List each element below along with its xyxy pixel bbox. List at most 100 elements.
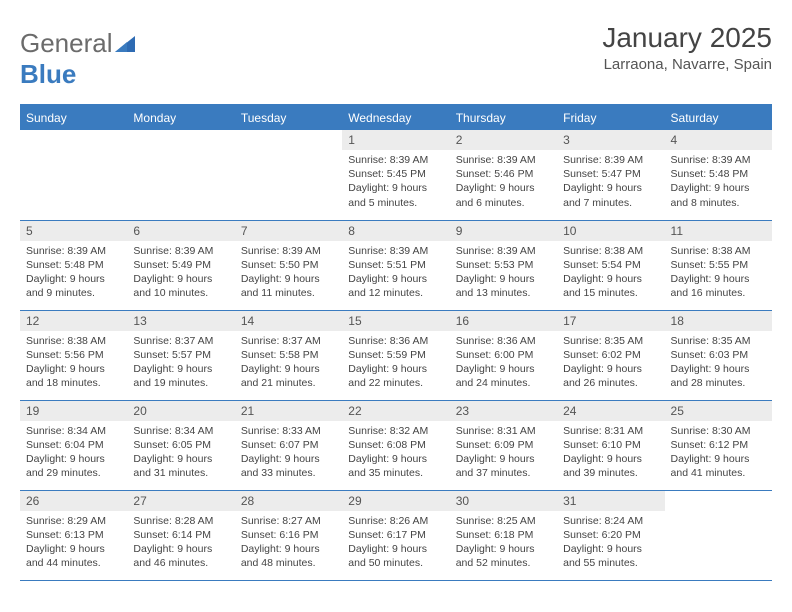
day-body: Sunrise: 8:35 AMSunset: 6:03 PMDaylight:…	[665, 331, 772, 397]
day-number: 6	[127, 221, 234, 241]
calendar-day-cell: 3Sunrise: 8:39 AMSunset: 5:47 PMDaylight…	[557, 130, 664, 220]
day-body: Sunrise: 8:31 AMSunset: 6:10 PMDaylight:…	[557, 421, 664, 487]
calendar-day-cell: 7Sunrise: 8:39 AMSunset: 5:50 PMDaylight…	[235, 220, 342, 310]
day-body: Sunrise: 8:36 AMSunset: 6:00 PMDaylight:…	[450, 331, 557, 397]
calendar-week-row: 12Sunrise: 8:38 AMSunset: 5:56 PMDayligh…	[20, 310, 772, 400]
day-body: Sunrise: 8:39 AMSunset: 5:45 PMDaylight:…	[342, 150, 449, 216]
calendar-day-cell: 25Sunrise: 8:30 AMSunset: 6:12 PMDayligh…	[665, 400, 772, 490]
day-number: 28	[235, 491, 342, 511]
logo: GeneralBlue	[20, 22, 137, 90]
logo-text: GeneralBlue	[20, 28, 137, 90]
day-body: Sunrise: 8:34 AMSunset: 6:04 PMDaylight:…	[20, 421, 127, 487]
day-body: Sunrise: 8:32 AMSunset: 6:08 PMDaylight:…	[342, 421, 449, 487]
day-number: 4	[665, 130, 772, 150]
logo-text-general: General	[20, 28, 113, 58]
day-body: Sunrise: 8:35 AMSunset: 6:02 PMDaylight:…	[557, 331, 664, 397]
day-number: 19	[20, 401, 127, 421]
day-body: Sunrise: 8:39 AMSunset: 5:51 PMDaylight:…	[342, 241, 449, 307]
day-body: Sunrise: 8:38 AMSunset: 5:56 PMDaylight:…	[20, 331, 127, 397]
day-body: Sunrise: 8:37 AMSunset: 5:58 PMDaylight:…	[235, 331, 342, 397]
day-body: Sunrise: 8:37 AMSunset: 5:57 PMDaylight:…	[127, 331, 234, 397]
day-number: 9	[450, 221, 557, 241]
day-body: Sunrise: 8:39 AMSunset: 5:53 PMDaylight:…	[450, 241, 557, 307]
calendar-week-row: 5Sunrise: 8:39 AMSunset: 5:48 PMDaylight…	[20, 220, 772, 310]
title-block: January 2025 Larraona, Navarre, Spain	[602, 22, 772, 73]
day-body: Sunrise: 8:39 AMSunset: 5:46 PMDaylight:…	[450, 150, 557, 216]
calendar-day-cell	[235, 130, 342, 220]
day-body: Sunrise: 8:30 AMSunset: 6:12 PMDaylight:…	[665, 421, 772, 487]
calendar-day-cell: 10Sunrise: 8:38 AMSunset: 5:54 PMDayligh…	[557, 220, 664, 310]
calendar-week-row: 19Sunrise: 8:34 AMSunset: 6:04 PMDayligh…	[20, 400, 772, 490]
day-body: Sunrise: 8:27 AMSunset: 6:16 PMDaylight:…	[235, 511, 342, 577]
day-body: Sunrise: 8:39 AMSunset: 5:50 PMDaylight:…	[235, 241, 342, 307]
day-number: 11	[665, 221, 772, 241]
calendar-day-cell: 2Sunrise: 8:39 AMSunset: 5:46 PMDaylight…	[450, 130, 557, 220]
day-number: 8	[342, 221, 449, 241]
day-body: Sunrise: 8:28 AMSunset: 6:14 PMDaylight:…	[127, 511, 234, 577]
calendar-day-cell: 30Sunrise: 8:25 AMSunset: 6:18 PMDayligh…	[450, 490, 557, 580]
calendar-day-cell: 19Sunrise: 8:34 AMSunset: 6:04 PMDayligh…	[20, 400, 127, 490]
calendar-day-cell: 21Sunrise: 8:33 AMSunset: 6:07 PMDayligh…	[235, 400, 342, 490]
day-number: 21	[235, 401, 342, 421]
day-body: Sunrise: 8:34 AMSunset: 6:05 PMDaylight:…	[127, 421, 234, 487]
day-body: Sunrise: 8:39 AMSunset: 5:48 PMDaylight:…	[20, 241, 127, 307]
calendar-day-cell: 12Sunrise: 8:38 AMSunset: 5:56 PMDayligh…	[20, 310, 127, 400]
day-number: 13	[127, 311, 234, 331]
calendar-day-cell: 29Sunrise: 8:26 AMSunset: 6:17 PMDayligh…	[342, 490, 449, 580]
day-header: Monday	[127, 105, 234, 130]
day-number: 16	[450, 311, 557, 331]
day-body: Sunrise: 8:29 AMSunset: 6:13 PMDaylight:…	[20, 511, 127, 577]
calendar-day-cell: 5Sunrise: 8:39 AMSunset: 5:48 PMDaylight…	[20, 220, 127, 310]
day-number: 15	[342, 311, 449, 331]
calendar-day-cell: 27Sunrise: 8:28 AMSunset: 6:14 PMDayligh…	[127, 490, 234, 580]
day-number: 30	[450, 491, 557, 511]
logo-text-blue: Blue	[20, 59, 76, 89]
day-number: 24	[557, 401, 664, 421]
day-number: 29	[342, 491, 449, 511]
day-number: 20	[127, 401, 234, 421]
day-body: Sunrise: 8:26 AMSunset: 6:17 PMDaylight:…	[342, 511, 449, 577]
calendar-day-cell	[20, 130, 127, 220]
day-number: 10	[557, 221, 664, 241]
title-month: January 2025	[602, 22, 772, 54]
calendar-day-cell	[127, 130, 234, 220]
day-number: 3	[557, 130, 664, 150]
day-body: Sunrise: 8:31 AMSunset: 6:09 PMDaylight:…	[450, 421, 557, 487]
day-header: Sunday	[20, 105, 127, 130]
day-number: 5	[20, 221, 127, 241]
calendar-day-cell: 13Sunrise: 8:37 AMSunset: 5:57 PMDayligh…	[127, 310, 234, 400]
day-number: 1	[342, 130, 449, 150]
calendar-header-row: Sunday Monday Tuesday Wednesday Thursday…	[20, 105, 772, 130]
day-header: Thursday	[450, 105, 557, 130]
day-header: Wednesday	[342, 105, 449, 130]
calendar-day-cell: 4Sunrise: 8:39 AMSunset: 5:48 PMDaylight…	[665, 130, 772, 220]
day-number: 14	[235, 311, 342, 331]
calendar-day-cell: 22Sunrise: 8:32 AMSunset: 6:08 PMDayligh…	[342, 400, 449, 490]
calendar-day-cell: 23Sunrise: 8:31 AMSunset: 6:09 PMDayligh…	[450, 400, 557, 490]
calendar-day-cell	[665, 490, 772, 580]
title-location: Larraona, Navarre, Spain	[602, 56, 772, 73]
calendar-body: 1Sunrise: 8:39 AMSunset: 5:45 PMDaylight…	[20, 130, 772, 580]
calendar-table: Sunday Monday Tuesday Wednesday Thursday…	[20, 104, 772, 581]
day-number: 12	[20, 311, 127, 331]
calendar-day-cell: 1Sunrise: 8:39 AMSunset: 5:45 PMDaylight…	[342, 130, 449, 220]
day-body: Sunrise: 8:33 AMSunset: 6:07 PMDaylight:…	[235, 421, 342, 487]
calendar-week-row: 1Sunrise: 8:39 AMSunset: 5:45 PMDaylight…	[20, 130, 772, 220]
calendar-day-cell: 14Sunrise: 8:37 AMSunset: 5:58 PMDayligh…	[235, 310, 342, 400]
calendar-day-cell: 8Sunrise: 8:39 AMSunset: 5:51 PMDaylight…	[342, 220, 449, 310]
day-body: Sunrise: 8:38 AMSunset: 5:54 PMDaylight:…	[557, 241, 664, 307]
calendar-day-cell: 31Sunrise: 8:24 AMSunset: 6:20 PMDayligh…	[557, 490, 664, 580]
day-header: Saturday	[665, 105, 772, 130]
day-body: Sunrise: 8:24 AMSunset: 6:20 PMDaylight:…	[557, 511, 664, 577]
calendar-day-cell: 15Sunrise: 8:36 AMSunset: 5:59 PMDayligh…	[342, 310, 449, 400]
calendar-day-cell: 17Sunrise: 8:35 AMSunset: 6:02 PMDayligh…	[557, 310, 664, 400]
day-header: Tuesday	[235, 105, 342, 130]
day-body: Sunrise: 8:36 AMSunset: 5:59 PMDaylight:…	[342, 331, 449, 397]
day-body: Sunrise: 8:39 AMSunset: 5:47 PMDaylight:…	[557, 150, 664, 216]
day-number: 31	[557, 491, 664, 511]
calendar-day-cell: 20Sunrise: 8:34 AMSunset: 6:05 PMDayligh…	[127, 400, 234, 490]
calendar-day-cell: 18Sunrise: 8:35 AMSunset: 6:03 PMDayligh…	[665, 310, 772, 400]
calendar-week-row: 26Sunrise: 8:29 AMSunset: 6:13 PMDayligh…	[20, 490, 772, 580]
day-body: Sunrise: 8:39 AMSunset: 5:48 PMDaylight:…	[665, 150, 772, 216]
day-body: Sunrise: 8:25 AMSunset: 6:18 PMDaylight:…	[450, 511, 557, 577]
